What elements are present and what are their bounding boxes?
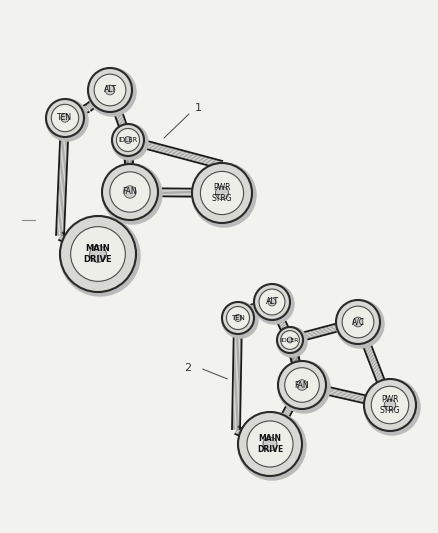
Circle shape	[285, 368, 319, 402]
Circle shape	[277, 327, 303, 353]
Text: A/C: A/C	[351, 318, 364, 327]
Text: FAN: FAN	[123, 188, 137, 197]
Circle shape	[281, 330, 299, 349]
Circle shape	[364, 379, 416, 431]
Circle shape	[102, 164, 162, 224]
Text: MAIN
DRIVE: MAIN DRIVE	[84, 244, 112, 264]
Circle shape	[46, 99, 84, 137]
Text: ALT: ALT	[103, 85, 117, 94]
Circle shape	[105, 85, 115, 95]
Text: TEN: TEN	[231, 315, 245, 321]
Circle shape	[384, 399, 396, 411]
Circle shape	[342, 306, 374, 338]
Circle shape	[263, 437, 277, 451]
Circle shape	[364, 379, 420, 435]
Circle shape	[226, 306, 250, 329]
Text: 2: 2	[184, 363, 191, 373]
Circle shape	[277, 327, 307, 357]
Circle shape	[102, 164, 158, 220]
Circle shape	[371, 386, 409, 424]
Text: TEN: TEN	[57, 114, 73, 123]
Circle shape	[192, 163, 252, 223]
Circle shape	[297, 379, 307, 390]
Circle shape	[60, 216, 140, 296]
Text: PWR
STRG: PWR STRG	[380, 395, 400, 415]
Text: FAN: FAN	[295, 381, 309, 390]
Circle shape	[254, 284, 290, 320]
Text: 1: 1	[194, 103, 201, 113]
Circle shape	[61, 114, 69, 122]
Circle shape	[110, 172, 150, 212]
Circle shape	[222, 302, 254, 334]
Circle shape	[90, 246, 106, 262]
Circle shape	[201, 172, 244, 215]
Circle shape	[71, 227, 125, 281]
Circle shape	[215, 187, 229, 199]
Circle shape	[238, 412, 302, 476]
Circle shape	[336, 300, 384, 348]
Text: ALT: ALT	[265, 297, 279, 306]
Text: IDLER: IDLER	[118, 137, 138, 143]
Text: MAIN
DRIVE: MAIN DRIVE	[257, 434, 283, 454]
Circle shape	[112, 124, 148, 160]
Circle shape	[247, 421, 293, 467]
Circle shape	[124, 136, 131, 143]
Circle shape	[259, 289, 285, 315]
Circle shape	[60, 216, 136, 292]
Circle shape	[117, 128, 140, 151]
Circle shape	[278, 361, 326, 409]
Circle shape	[124, 186, 136, 198]
Circle shape	[192, 163, 256, 227]
Text: IDLER: IDLER	[281, 337, 299, 343]
Circle shape	[234, 314, 241, 321]
Circle shape	[51, 104, 79, 132]
Circle shape	[88, 68, 132, 112]
Circle shape	[278, 361, 330, 413]
Circle shape	[287, 337, 293, 343]
Circle shape	[353, 317, 363, 327]
Circle shape	[238, 412, 306, 480]
Circle shape	[94, 74, 126, 106]
Circle shape	[222, 302, 258, 338]
Circle shape	[254, 284, 294, 324]
Circle shape	[112, 124, 144, 156]
Circle shape	[268, 298, 276, 306]
Circle shape	[88, 68, 136, 116]
Circle shape	[336, 300, 380, 344]
Circle shape	[46, 99, 88, 141]
Text: PWR
STRG: PWR STRG	[212, 183, 232, 203]
